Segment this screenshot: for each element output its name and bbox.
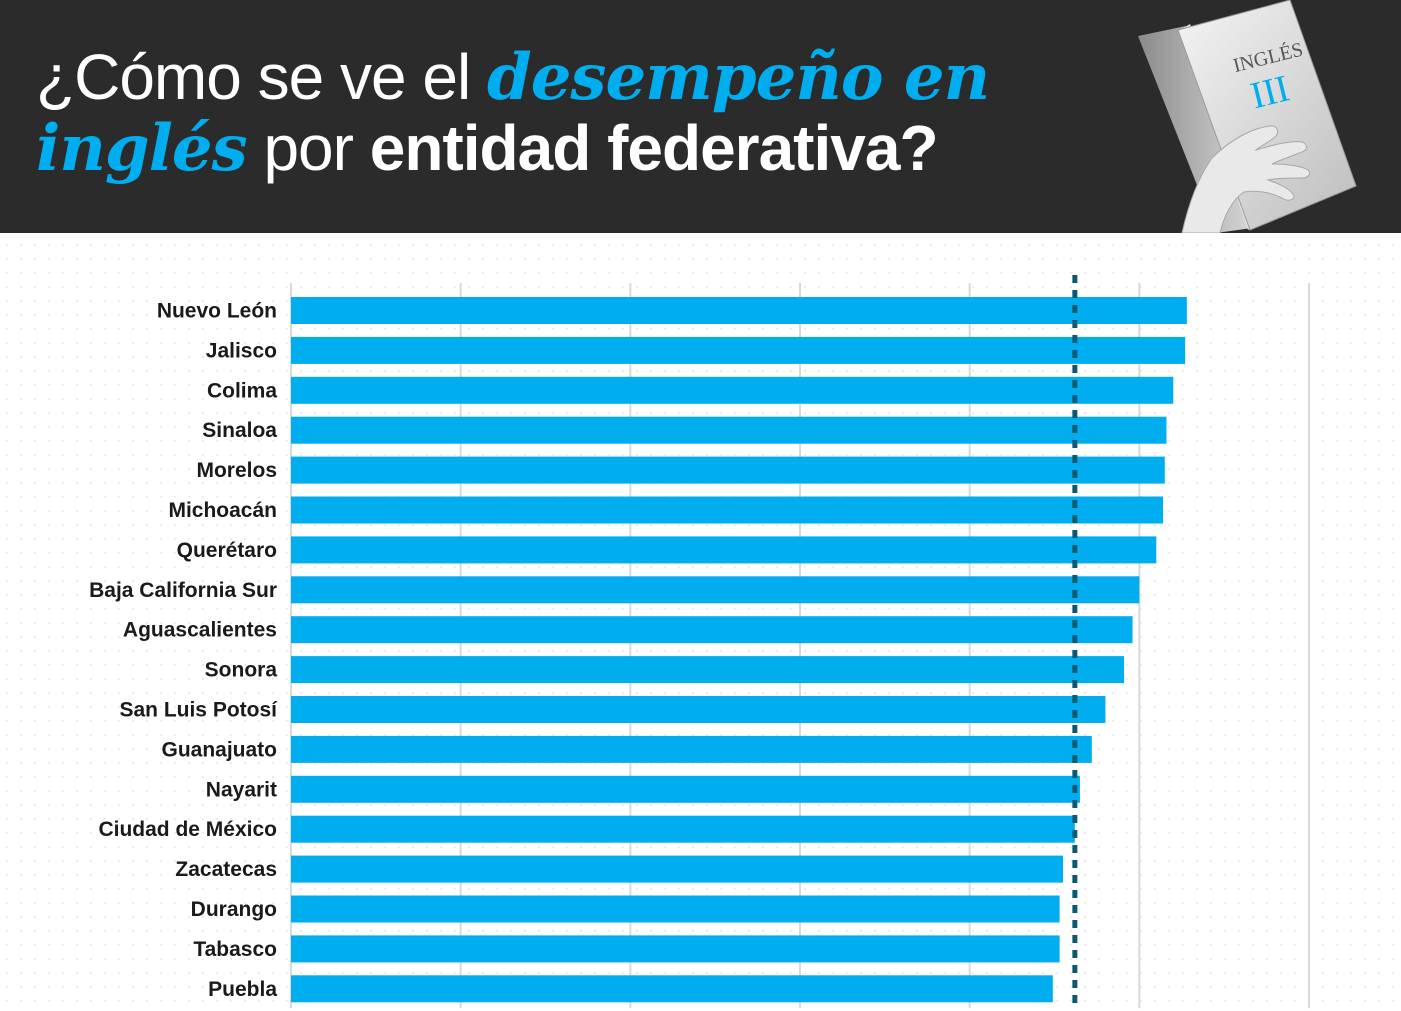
category-label: Colima xyxy=(207,379,277,402)
category-label: Michoacán xyxy=(168,499,277,522)
category-label: San Luis Potosí xyxy=(119,699,278,722)
header-banner: ¿Cómo se ve el desempeño en inglés por e… xyxy=(0,0,1401,233)
bar xyxy=(291,336,1186,364)
category-label: Baja California Sur xyxy=(89,579,277,602)
title-text: por xyxy=(246,112,370,184)
bar xyxy=(291,297,1187,324)
title-highlight: desempeño en xyxy=(486,40,990,115)
bar xyxy=(291,815,1075,843)
category-labels: Nuevo León Jalisco Colima Sinaloa Morelos Mic… xyxy=(89,300,278,1001)
book-hand-illustration: INGLÉS III xyxy=(1138,0,1357,233)
bar xyxy=(291,895,1060,923)
bar xyxy=(291,576,1140,604)
category-label: Sinaloa xyxy=(202,419,277,442)
bar xyxy=(291,696,1106,723)
bar xyxy=(291,496,1164,524)
bar xyxy=(291,536,1157,564)
grid-lines xyxy=(290,283,1310,1009)
bar xyxy=(291,735,1092,763)
title-line-2: inglés por entidad federativa? xyxy=(36,113,989,184)
category-label: Aguascalientes xyxy=(123,619,277,642)
bar xyxy=(291,775,1080,803)
category-label: Puebla xyxy=(208,978,277,1001)
bar xyxy=(291,456,1165,484)
bar xyxy=(291,935,1060,963)
bar xyxy=(291,416,1167,444)
bars xyxy=(291,297,1187,1003)
category-label: Nuevo León xyxy=(157,300,277,323)
bar-chart: Nuevo León Jalisco Colima Sinaloa Morelos Mic… xyxy=(89,275,1310,1009)
category-label: Guanajuato xyxy=(161,738,277,761)
category-label: Ciudad de México xyxy=(98,818,277,841)
category-label: Nayarit xyxy=(206,778,277,801)
category-label: Querétaro xyxy=(177,539,277,562)
bar xyxy=(291,656,1125,684)
bar xyxy=(291,975,1053,1003)
category-label: Zacatecas xyxy=(175,858,277,881)
title-text: ¿Cómo se ve el xyxy=(36,41,487,113)
title-highlight: inglés xyxy=(36,111,248,186)
category-label: Jalisco xyxy=(206,339,277,362)
title-line-1: ¿Cómo se ve el desempeño en xyxy=(36,40,990,115)
bar xyxy=(291,376,1174,404)
category-label: Durango xyxy=(191,898,277,921)
title-strong-text: entidad federativa? xyxy=(369,112,939,184)
page-title: ¿Cómo se ve el desempeño en inglés por e… xyxy=(36,40,990,184)
category-label: Morelos xyxy=(196,459,277,482)
category-label: Sonora xyxy=(205,659,278,682)
bar xyxy=(291,616,1133,644)
category-label: Tabasco xyxy=(193,938,277,961)
bar xyxy=(291,855,1063,883)
